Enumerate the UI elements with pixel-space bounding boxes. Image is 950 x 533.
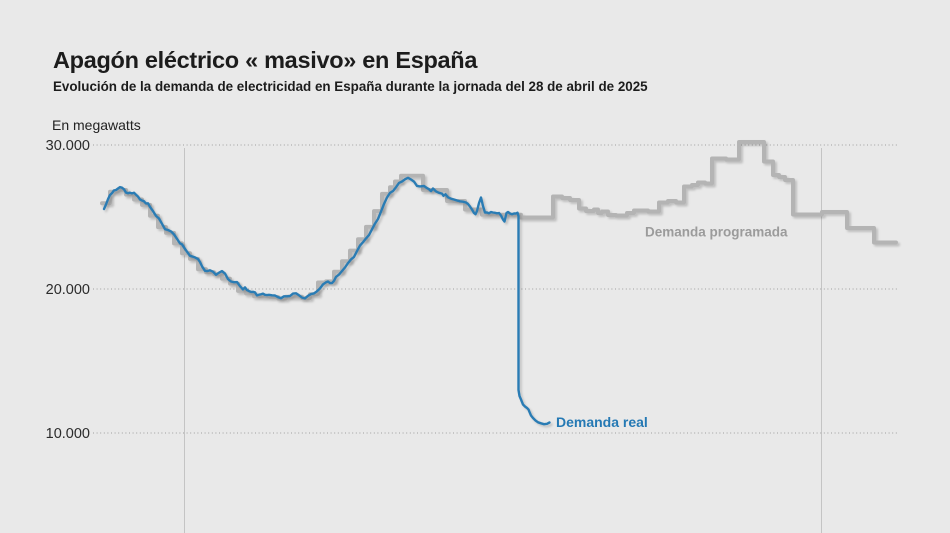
svg-text:20.000: 20.000 xyxy=(46,282,90,298)
svg-text:30.000: 30.000 xyxy=(46,138,90,154)
svg-text:Demanda real: Demanda real xyxy=(556,414,648,430)
svg-text:Demanda programada: Demanda programada xyxy=(645,225,788,240)
svg-text:10.000: 10.000 xyxy=(46,426,90,442)
